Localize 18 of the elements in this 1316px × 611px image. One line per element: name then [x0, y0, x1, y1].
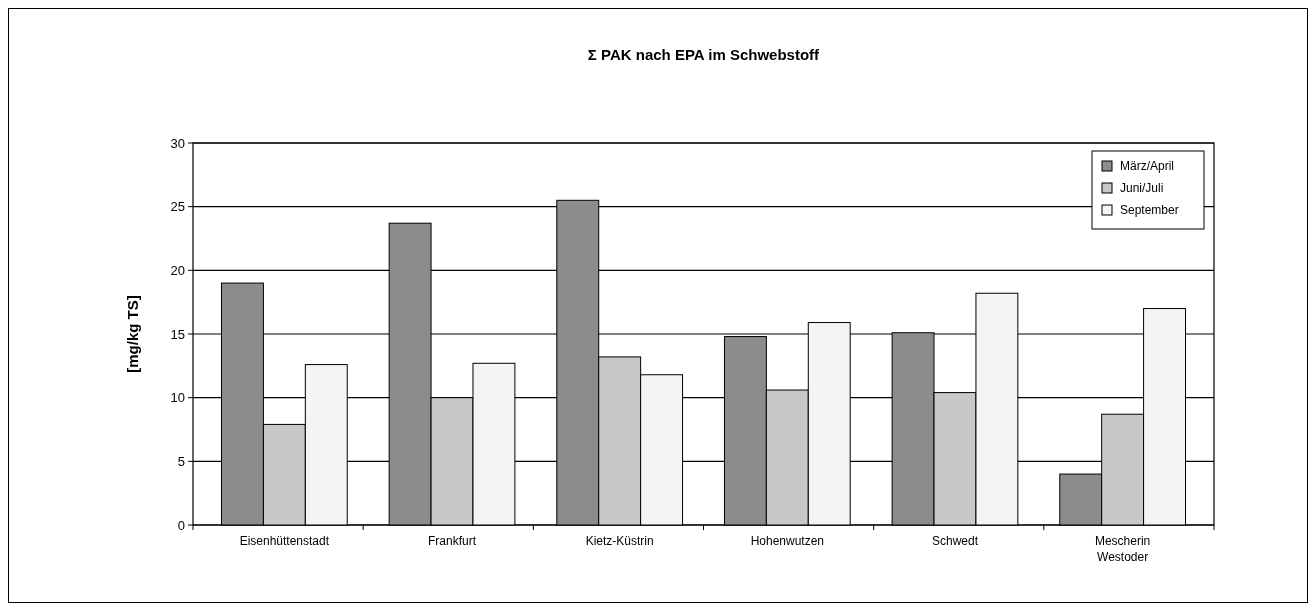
y-axis-title: [mg/kg TS]	[124, 295, 141, 373]
y-tick-label: 25	[170, 199, 185, 215]
x-tick-label: Frankfurt	[428, 534, 477, 548]
x-tick-label: Kietz-Küstrin	[585, 534, 654, 548]
x-tick-label: Mescherin Westoder	[1094, 534, 1151, 564]
legend-label: März/April	[1120, 159, 1175, 174]
y-tick-label: 10	[170, 390, 185, 406]
y-tick-label: 20	[170, 262, 185, 278]
chart-title: Σ PAK nach EPA im Schwebstoff	[587, 46, 821, 63]
x-tick-label: Hohenwutzen	[750, 534, 825, 548]
legend-label: September	[1120, 203, 1179, 218]
y-tick-label: 30	[170, 135, 185, 151]
legend-label: Juni/Juli	[1120, 181, 1164, 196]
x-tick-label: Eisenhüttenstadt	[239, 534, 330, 548]
y-tick-label: 5	[177, 453, 185, 469]
y-tick-label: 15	[170, 326, 185, 342]
y-tick-label: 0	[177, 517, 185, 533]
x-tick-label: Schwedt	[931, 534, 979, 548]
